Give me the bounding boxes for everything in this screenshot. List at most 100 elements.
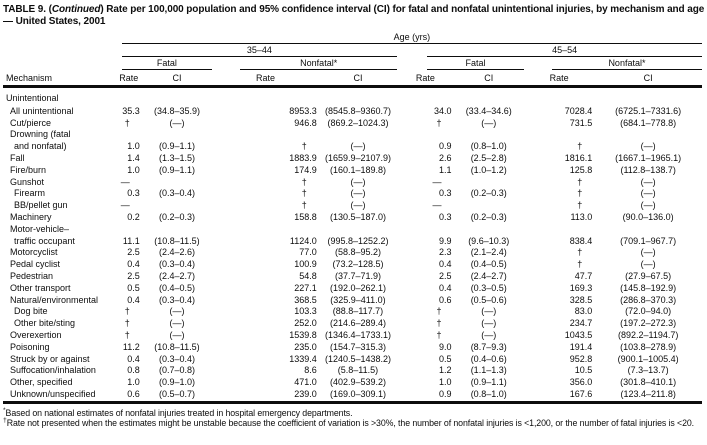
rate-cell: 11.1: [122, 235, 140, 246]
rate-cell: †: [436, 117, 442, 128]
ci-cell: (0.2–0.3): [470, 188, 507, 199]
footnote-text: Based on national estimates of nonfatal …: [5, 407, 353, 418]
rate-cell: 235.0: [294, 341, 317, 352]
ci-cell: (0.5–0.7): [158, 388, 195, 399]
ci-cell: [319, 224, 397, 236]
rate-column-header: Rate: [212, 70, 319, 88]
mechanism-column-header: Mechanism: [3, 70, 116, 88]
ci-cell: (214.6–289.4): [329, 318, 386, 329]
rate-cell: 2.3: [439, 247, 452, 258]
ci-cell: (0.7–0.8): [158, 365, 195, 376]
table-row: Other, specified 1.0 (0.9–1.0) 471.0 (402.9–…: [3, 377, 702, 389]
rate-cell: 0.9: [439, 141, 452, 152]
rate-cell: 328.5: [569, 294, 593, 305]
rate-cell: —: [432, 200, 442, 211]
mechanism-cell: Pedestrian: [10, 270, 54, 281]
rate-cell: 2.6: [439, 152, 452, 163]
header-spacer: [3, 31, 116, 44]
mechanism-cell: Drowning (fatal: [10, 129, 71, 140]
mechanism-cell: Motor-vehicle–: [10, 223, 70, 234]
ci-cell: (—): [169, 306, 185, 317]
ci-cell: (8545.8–9360.7): [324, 105, 392, 116]
ci-cell: (192.0–262.1): [329, 282, 386, 293]
table-row: Machinery 0.2 (0.2–0.3) 158.8 (130.5–187.0) 0…: [3, 212, 702, 224]
mechanism-cell: Overexertion: [10, 329, 62, 340]
ci-cell: [142, 129, 212, 141]
ci-cell: (88.8–117.7): [332, 306, 384, 317]
table-row: Poisoning 11.2 (10.8–11.5) 235.0 (154.7–315.…: [3, 342, 702, 354]
header-agegroup-row: 35–44 45–54: [3, 44, 702, 57]
rate-cell: †: [436, 318, 442, 329]
ci-cell: [142, 224, 212, 236]
outcome-label: Fatal: [156, 57, 177, 68]
ci-cell: (0.9–1.1): [158, 164, 195, 175]
rate-cell: 158.8: [294, 211, 317, 222]
ci-cell: (0.3–0.4): [158, 353, 195, 364]
table-row: Unintentional: [3, 87, 702, 106]
table-body: Unintentional All unintentional 35.3 (34.8–…: [3, 87, 702, 403]
rate-cell: †: [301, 176, 307, 187]
mechanism-cell: Firearm: [14, 188, 45, 199]
rate-cell: 77.0: [299, 247, 317, 258]
table-row: Drowning (fatal: [3, 129, 702, 141]
rate-cell: [397, 87, 453, 106]
rate-cell: 2.5: [127, 247, 140, 258]
ci-cell: (0.3–0.4): [158, 259, 195, 270]
rate-cell: 0.3: [439, 211, 452, 222]
rate-cell: 0.4: [439, 259, 452, 270]
mechanism-cell: BB/pellet gun: [14, 200, 68, 211]
rate-cell: 8.6: [304, 365, 317, 376]
mechanism-cell: and nonfatal): [14, 141, 67, 152]
table-row: and nonfatal) 1.0 (0.9–1.1) † (—) 0.9 (0.8–1.0…: [3, 141, 702, 153]
ci-cell: [594, 129, 702, 141]
table-row: Dog bite † (—) 103.3 (88.8–117.7) † (—) 83.0 (72…: [3, 306, 702, 318]
mechanism-cell: Other, specified: [10, 377, 73, 388]
rate-cell: 946.8: [294, 117, 317, 128]
ci-cell: (0.8–1.0): [470, 141, 507, 152]
rate-cell: 10.5: [574, 365, 593, 376]
mechanism-cell: Fire/burn: [10, 164, 47, 175]
ci-cell: (10.8–11.5): [154, 235, 200, 246]
mechanism-cell: Pedal cyclist: [10, 259, 61, 270]
ci-cell: (869.2–1024.3): [327, 117, 389, 128]
table-row: Fire/burn 1.0 (0.9–1.1) 174.9 (160.1–189.8) 1…: [3, 165, 702, 177]
rate-cell: 471.0: [294, 377, 317, 388]
mechanism-cell: Other bite/sting: [14, 318, 76, 329]
rate-cell: 234.7: [569, 318, 593, 329]
rate-cell: 0.2: [127, 211, 140, 222]
mechanism-cell: All unintentional: [10, 105, 74, 116]
ci-cell: [454, 177, 524, 189]
rate-cell: —: [120, 200, 130, 211]
rate-column-header: Rate: [115, 70, 142, 88]
ci-cell: (145.8–192.9): [620, 282, 677, 293]
mechanism-cell: Struck by or against: [10, 353, 90, 364]
ci-cell: (27.9–67.5): [625, 270, 672, 281]
rate-cell: 1.0: [127, 141, 140, 152]
rate-cell: †: [124, 117, 130, 128]
rate-cell: 1.0: [439, 377, 452, 388]
ci-cell: (103.8–278.9): [620, 341, 677, 352]
rate-cell: 47.7: [574, 270, 593, 281]
ci-cell: [454, 129, 524, 141]
ci-cell: (9.6–10.3): [468, 235, 510, 246]
ci-cell: (37.7–71.9): [334, 270, 381, 281]
rate-cell: 100.9: [294, 259, 317, 270]
ci-cell: (301.8–410.1): [620, 377, 677, 388]
dagger-symbol: †: [3, 417, 7, 425]
rate-cell: —: [120, 176, 130, 187]
ci-cell: (—): [169, 117, 185, 128]
ci-cell: (5.8–11.5): [337, 365, 379, 376]
table-row: Cut/pierce † (—) 946.8 (869.2–1024.3) † (—) 731…: [3, 118, 702, 130]
ci-cell: (684.1–778.8): [620, 117, 677, 128]
ci-cell: (1659.9–2107.9): [324, 152, 392, 163]
age-group-35-44: 35–44: [116, 44, 398, 57]
ci-cell: (1.3–1.5): [158, 152, 195, 163]
mechanism-cell: Suffocation/inhalation: [10, 365, 96, 376]
rate-cell: [397, 224, 453, 236]
nonfatal-group-2: Nonfatal*: [524, 57, 702, 70]
footnotes: *Based on national estimates of nonfatal…: [3, 407, 703, 429]
ci-cell: (0.4–0.5): [158, 282, 195, 293]
ci-cell: (—): [350, 200, 366, 211]
ci-cell: (900.1–1005.4): [617, 353, 679, 364]
ci-cell: (—): [640, 247, 656, 258]
